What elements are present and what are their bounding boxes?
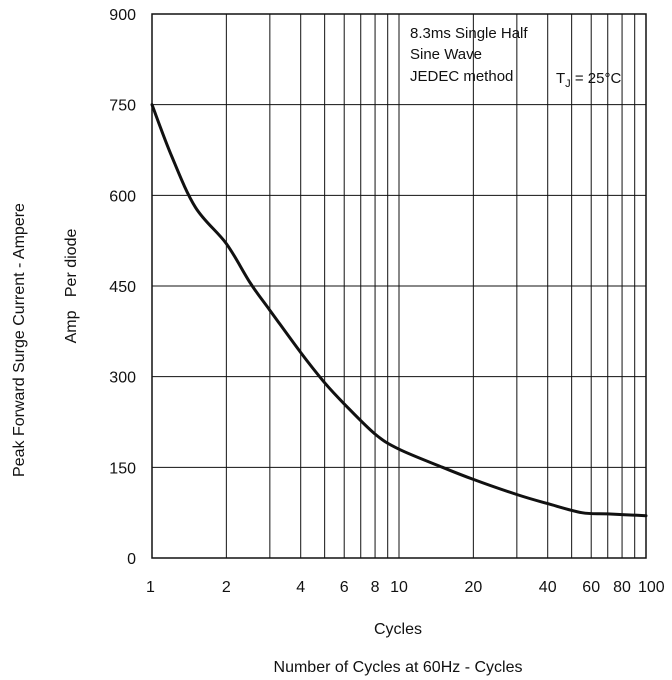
x-tick-label: 4 [296, 579, 305, 596]
surge-current-curve [150, 103, 648, 518]
y-tick-label: 750 [109, 98, 136, 115]
x-axis-title: Cycles [374, 621, 422, 638]
y-tick-label: 600 [109, 188, 136, 205]
x-tick-label: 10 [390, 579, 408, 596]
tick-labels: 0 150 300 450 600 750 900 1 2 4 6 8 10 20 40 60 80 100 [109, 7, 665, 596]
annotation-temperature: TJ = 25°C [556, 70, 621, 90]
annotation-line-2: Sine Wave [410, 46, 482, 63]
y-tick-label: 900 [109, 7, 136, 24]
annotation-line-1: 8.3ms Single Half [410, 25, 528, 42]
x-tick-label: 1 [146, 579, 155, 596]
plot-frame [151, 13, 647, 559]
temp-subscript: J [565, 78, 571, 90]
x-tick-label: 100 [638, 579, 665, 596]
annotation-box: 8.3ms Single Half Sine Wave JEDEC method… [410, 25, 621, 90]
annotation-line-3: JEDEC method [410, 68, 513, 85]
x-axis-title-secondary: Number of Cycles at 60Hz - Cycles [274, 659, 523, 676]
temp-value: = 25°C [571, 70, 622, 87]
x-tick-label: 6 [340, 579, 349, 596]
y-tick-label: 150 [109, 460, 136, 477]
y-tick-label: 450 [109, 279, 136, 296]
x-tick-label: 80 [613, 579, 631, 596]
x-tick-label: 60 [582, 579, 600, 596]
y-tick-label: 0 [127, 551, 136, 568]
x-tick-label: 2 [222, 579, 231, 596]
x-tick-label: 40 [539, 579, 557, 596]
y-axis-title: Peak Forward Surge Current - Ampere [11, 203, 28, 477]
temp-prefix: T [556, 70, 565, 87]
y-tick-label: 300 [109, 370, 136, 387]
plot-area [150, 103, 648, 518]
x-tick-label: 20 [464, 579, 482, 596]
grid-lines [151, 13, 647, 559]
x-tick-label: 8 [371, 579, 380, 596]
y-axis-title-secondary: Amp Per diode [63, 229, 80, 344]
